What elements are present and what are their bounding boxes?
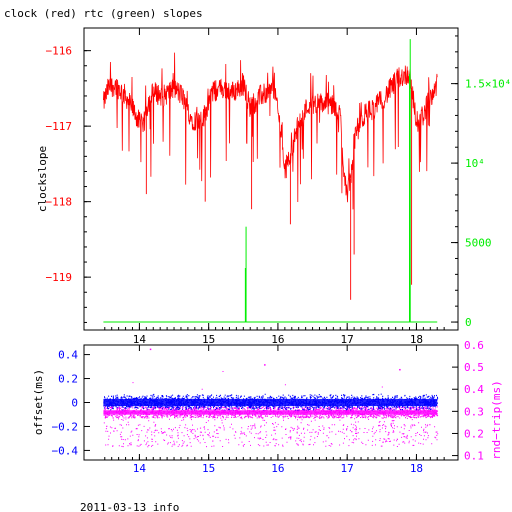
offset-outlier-point xyxy=(399,368,401,371)
roundtrip-y-axis-label: rnd−trip(ms) xyxy=(490,380,503,459)
slope-x-tick-label: 16 xyxy=(271,333,284,346)
offset-outlier-point xyxy=(264,364,266,366)
slope-axes: 14 15 16 17 18 −116 −117 −118 −119 0 5000 10⁴ 1.5×10… xyxy=(46,28,511,346)
slope-x-tick-label: 17 xyxy=(341,333,354,346)
offset-dense-band xyxy=(103,398,438,407)
roundtrip-y-tick-label: 0.5 xyxy=(464,361,484,374)
slope-plot-area xyxy=(103,39,438,323)
slope-x-tick-label: 18 xyxy=(410,333,423,346)
slope-x-tick-label: 15 xyxy=(202,333,215,346)
offset-x-tick-label: 17 xyxy=(341,462,354,475)
offset-x-tick-label: 16 xyxy=(271,462,284,475)
slope-y-tick-label: −116 xyxy=(46,45,73,58)
roundtrip-y-tick-label: 0.3 xyxy=(464,405,484,418)
offset-panel: 14 15 16 17 18 0.4 0.2 0 −0.2 −0.4 0.6 0.5 0.4 0.3 0.2… xyxy=(32,339,503,475)
rtc-y-tick-label: 1.5×10⁴ xyxy=(465,78,511,91)
chart-title: clock (red) rtc (green) slopes xyxy=(4,7,203,20)
footer-date-info: 2011-03-13 info xyxy=(80,501,179,512)
offset-plot-area xyxy=(103,348,439,448)
slope-x-tick-label: 14 xyxy=(133,333,147,346)
roundtrip-y-tick-label: 0.6 xyxy=(464,339,484,352)
offset-axes: 14 15 16 17 18 0.4 0.2 0 −0.2 −0.4 0.6 0.5 0.4 0.3 0.2… xyxy=(52,339,485,475)
slope-panel: 14 15 16 17 18 −116 −117 −118 −119 0 5000 10⁴ 1.5×10… xyxy=(36,27,511,346)
offset-y-axis-label: offset(ms) xyxy=(32,369,45,435)
offset-outlier-point xyxy=(149,348,152,351)
slope-y-axis-label: clockslope xyxy=(36,146,49,212)
slope-y-tick-label: −117 xyxy=(46,120,73,133)
rtc-y-tick-label: 5000 xyxy=(465,237,492,250)
rtc-y-tick-label: 0 xyxy=(465,316,472,329)
offset-x-tick-label: 15 xyxy=(202,462,215,475)
offset-y-tick-label: 0.4 xyxy=(58,349,78,362)
roundtrip-dense-band xyxy=(103,410,438,415)
rtc-y-tick-label: 10⁴ xyxy=(465,157,485,170)
slope-y-tick-label: −119 xyxy=(46,271,73,284)
offset-y-tick-label: −0.2 xyxy=(52,420,79,433)
offset-y-tick-label: −0.4 xyxy=(52,444,79,457)
offset-x-tick-label: 14 xyxy=(133,462,147,475)
offset-y-tick-label: 0.2 xyxy=(58,373,78,386)
offset-y-tick-label: 0 xyxy=(71,397,78,410)
roundtrip-y-tick-label: 0.1 xyxy=(464,450,484,463)
slope-y-tick-label: −118 xyxy=(46,196,73,209)
clock-slope-line xyxy=(103,52,438,210)
roundtrip-y-tick-label: 0.4 xyxy=(464,383,484,396)
offset-x-tick-label: 18 xyxy=(410,462,423,475)
roundtrip-y-tick-label: 0.2 xyxy=(464,427,484,440)
